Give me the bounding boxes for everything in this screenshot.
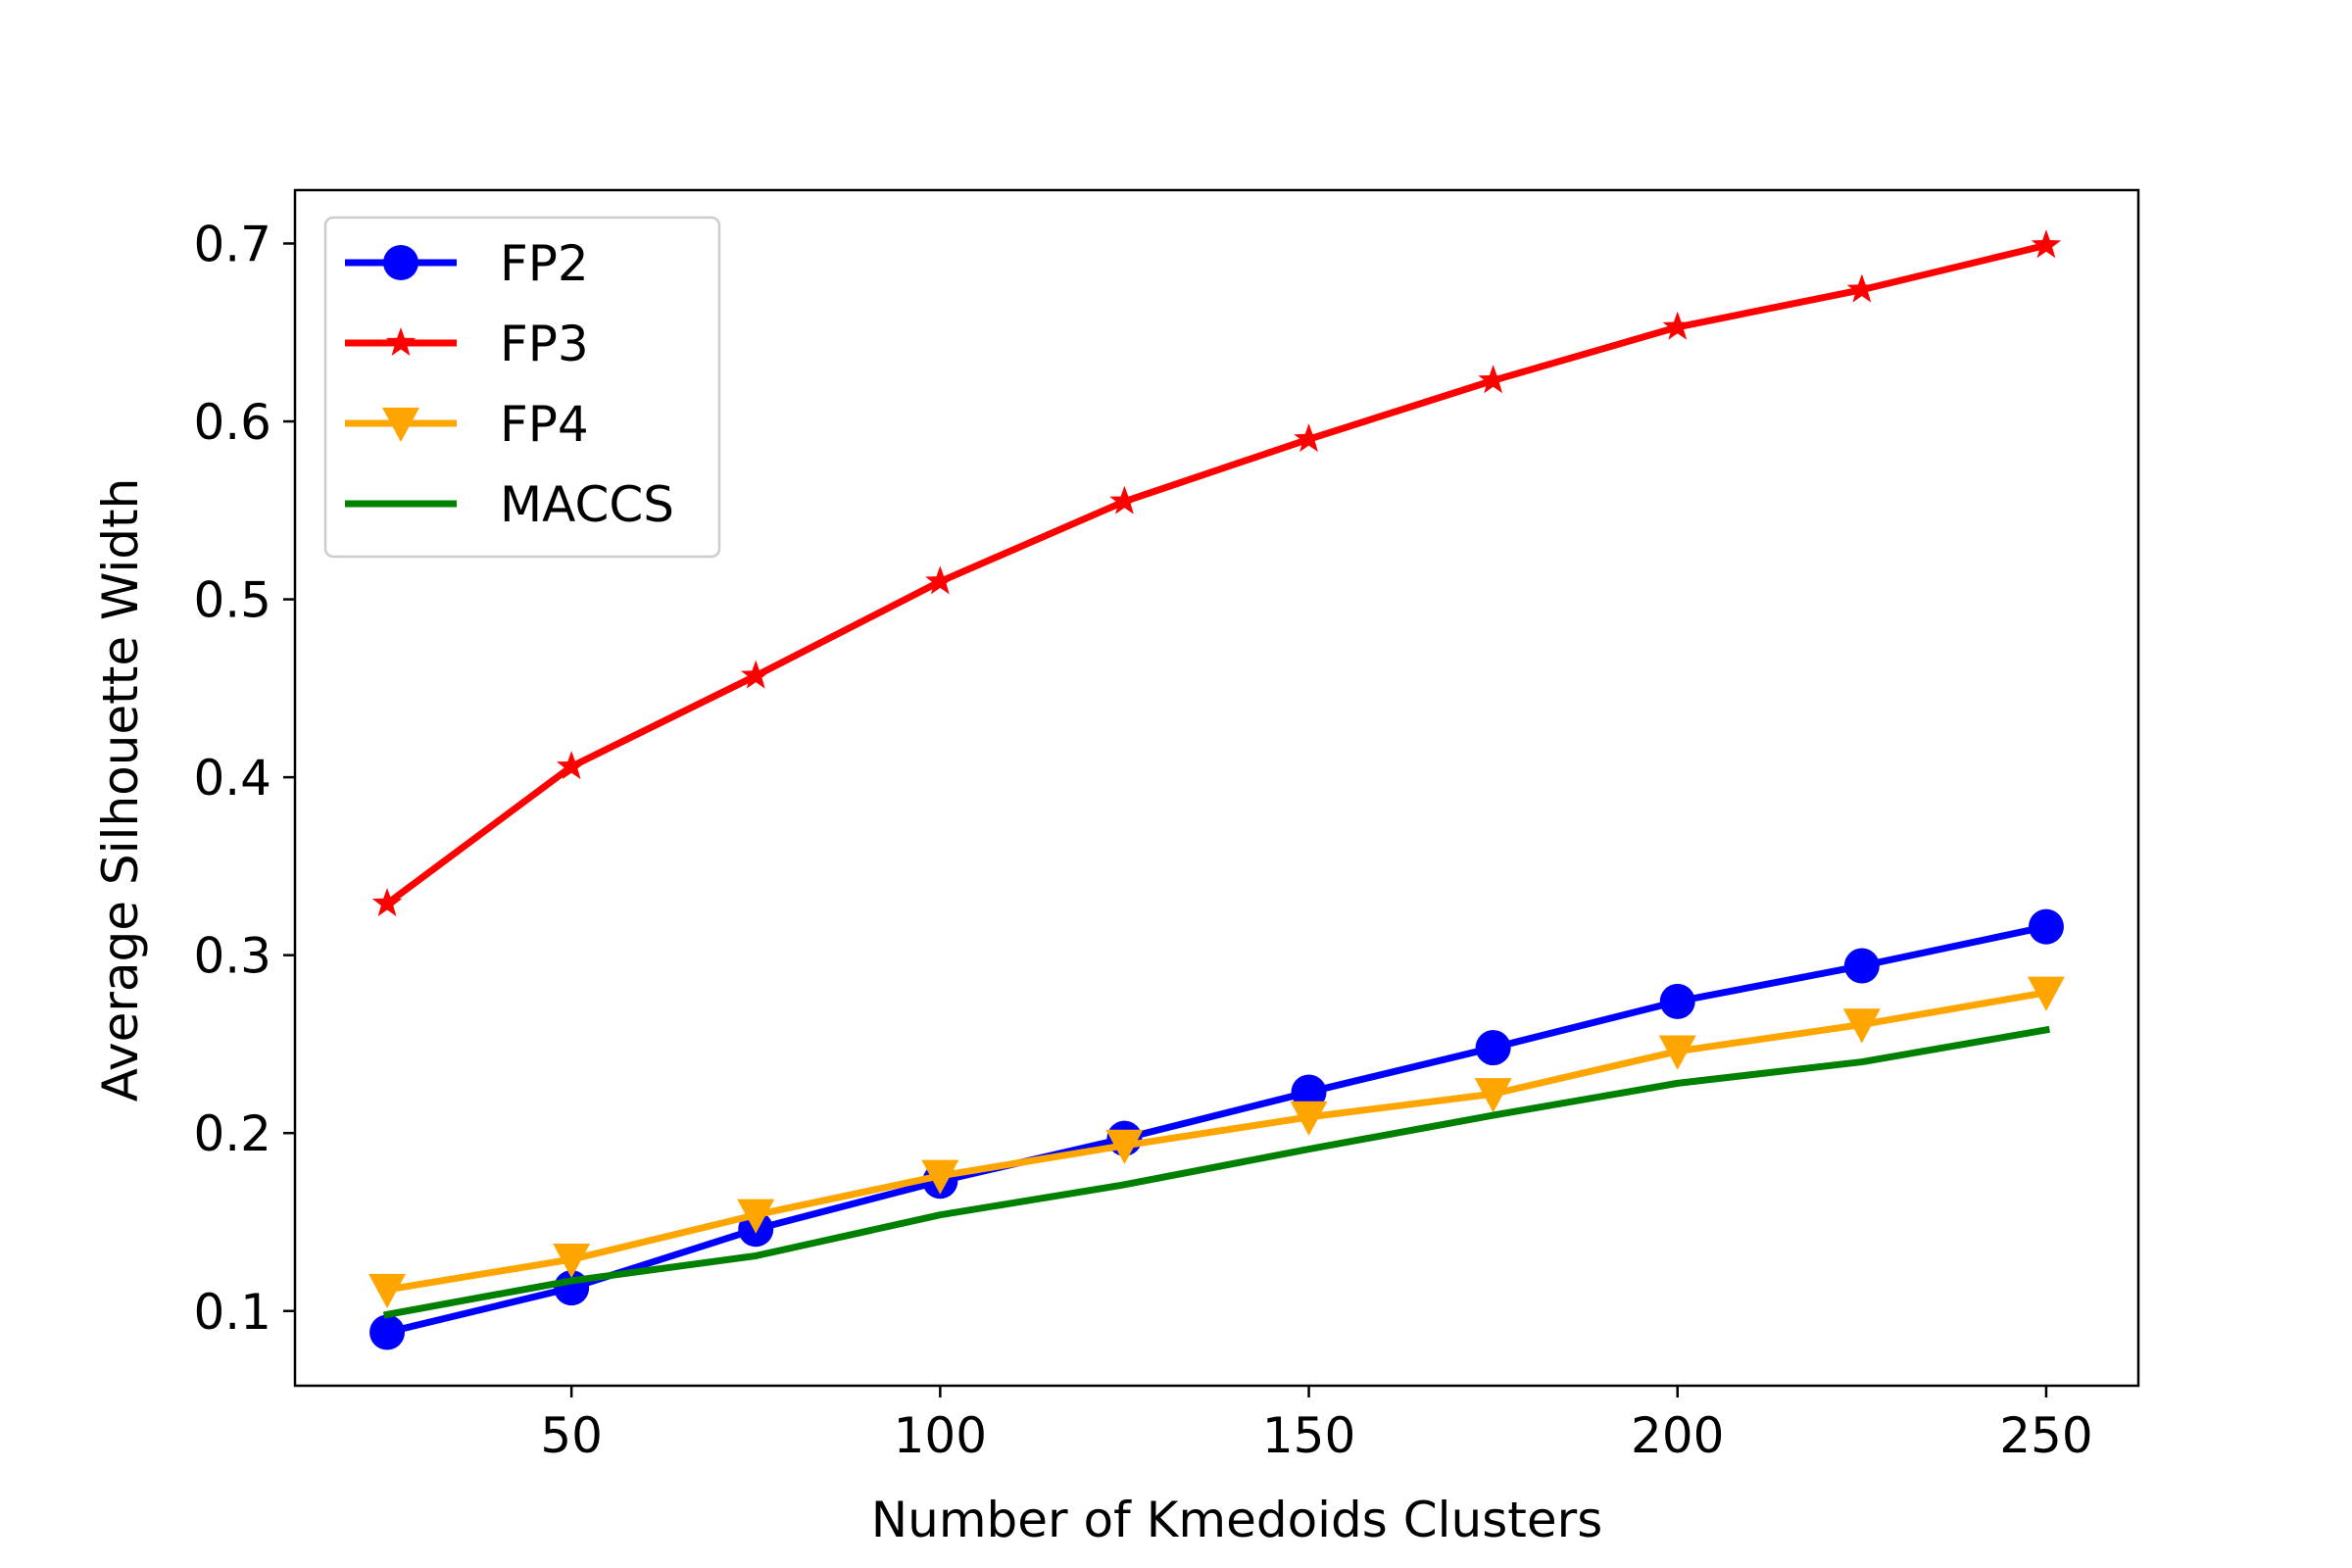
- data-point-fp3: [1294, 423, 1324, 453]
- data-point-fp3: [556, 751, 587, 780]
- data-point-fp3: [1478, 365, 1508, 394]
- data-point-fp4: [1105, 1129, 1144, 1164]
- x-tick-label: 100: [894, 1407, 987, 1464]
- y-tick-label: 0.5: [193, 572, 271, 629]
- data-point-fp4: [553, 1243, 591, 1279]
- data-point-fp4: [1658, 1035, 1696, 1070]
- y-tick-label: 0.7: [193, 216, 271, 272]
- legend-label: FP2: [500, 235, 589, 292]
- data-point-fp2: [369, 1314, 406, 1350]
- data-point-fp3: [1109, 485, 1140, 514]
- legend: FP2 FP3 FP4 MACCS: [323, 216, 721, 559]
- y-tick-label: 0.6: [193, 394, 271, 451]
- legend-item-fp3: FP3: [345, 316, 589, 372]
- y-tick-label: 0.4: [193, 750, 271, 807]
- data-point-fp3: [2031, 229, 2062, 259]
- y-tick-label: 0.2: [193, 1105, 271, 1162]
- legend-marker: [382, 407, 419, 442]
- legend-item-fp2: FP2: [345, 235, 589, 292]
- data-point-fp3: [1846, 273, 1878, 303]
- legend-box: [323, 216, 721, 559]
- series-line-fp2: [382, 922, 2051, 1337]
- data-point-fp3: [371, 888, 403, 916]
- data-point-fp2: [1291, 1074, 1327, 1110]
- data-point-fp4: [2027, 976, 2065, 1011]
- legend-item-fp4: FP4: [345, 396, 589, 453]
- y-tick-label: 0.1: [193, 1284, 271, 1341]
- x-tick-label: 250: [1999, 1407, 2092, 1464]
- x-tick-label: 200: [1631, 1407, 1724, 1464]
- series-fp4: [368, 976, 2065, 1308]
- data-point-fp3: [925, 565, 956, 595]
- data-point-fp2: [1475, 1030, 1511, 1066]
- series-maccs: [382, 1025, 2050, 1319]
- x-axis-label: Number of Kmedoids Clusters: [871, 1492, 1603, 1548]
- series-line-maccs: [382, 1025, 2050, 1319]
- data-point-fp2: [1659, 983, 1695, 1019]
- plot-frame: [293, 188, 2140, 1388]
- data-point-fp4: [368, 1273, 407, 1308]
- data-point-fp4: [1474, 1078, 1512, 1113]
- data-point-fp4: [737, 1199, 775, 1234]
- series-line-fp4: [383, 988, 2050, 1294]
- data-point-fp2: [1843, 948, 1880, 984]
- legend-marker: [385, 327, 416, 356]
- data-point-fp3: [741, 660, 771, 689]
- axes-layer: 50 100 150 200 250 0.1 0.2 0.3 0.4 0.5 0.6 0.7: [193, 188, 2140, 1464]
- legend-label: MACCS: [500, 476, 674, 533]
- legend-label: FP3: [500, 316, 589, 372]
- y-tick-label: 0.3: [193, 928, 271, 985]
- data-point-fp4: [921, 1159, 959, 1195]
- y-axis-label: Average Silhouette Width: [92, 478, 149, 1102]
- data-point-fp4: [1842, 1008, 1881, 1044]
- x-tick-label: 150: [1262, 1407, 1355, 1464]
- series-fp2: [369, 908, 2064, 1350]
- legend-marker: [383, 245, 418, 280]
- data-point-fp3: [1662, 311, 1692, 340]
- series-line-fp3: [382, 241, 2051, 908]
- data-point-fp4: [1290, 1101, 1328, 1136]
- data-point-fp2: [2028, 908, 2064, 945]
- x-tick-label: 50: [540, 1407, 603, 1464]
- legend-item-maccs: MACCS: [345, 476, 674, 533]
- series-layer: [368, 229, 2065, 1350]
- series-fp3: [371, 229, 2062, 916]
- legend-label: FP4: [500, 396, 589, 453]
